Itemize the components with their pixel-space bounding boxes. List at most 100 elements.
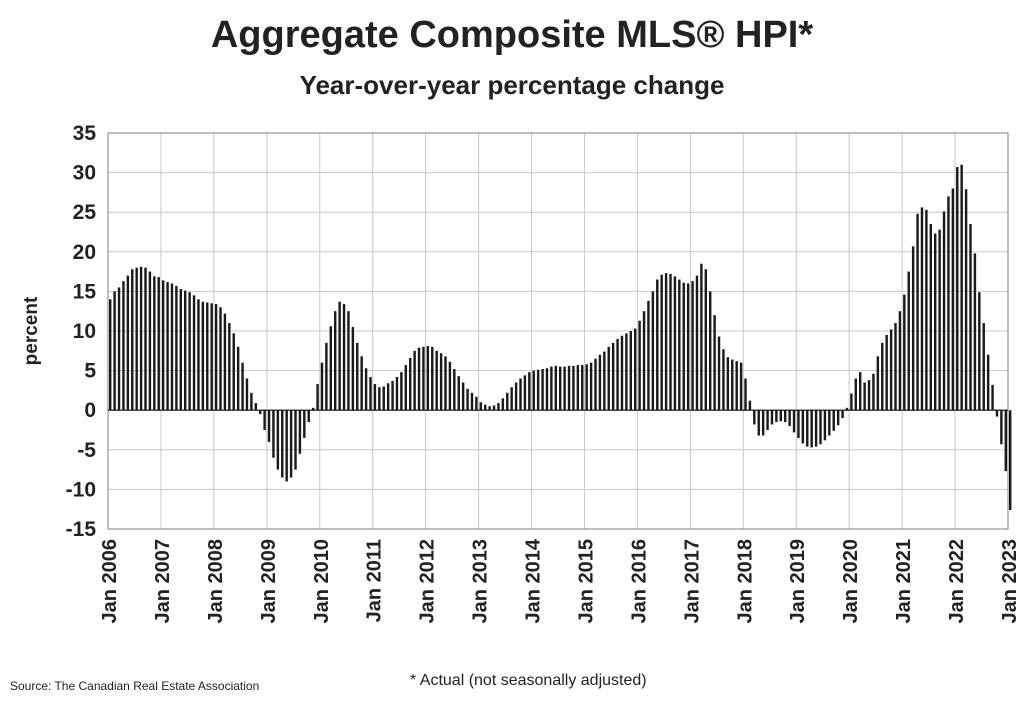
x-tick-label: Jan 2013 bbox=[470, 539, 492, 624]
bar bbox=[506, 392, 509, 411]
bar bbox=[704, 269, 708, 411]
bar bbox=[682, 282, 685, 411]
bar bbox=[157, 277, 160, 411]
y-tick-label: 15 bbox=[73, 280, 97, 303]
bar bbox=[973, 253, 977, 411]
bar bbox=[832, 410, 835, 431]
bar bbox=[382, 386, 385, 411]
x-tick-label: Jan 2006 bbox=[99, 539, 121, 624]
bar bbox=[483, 404, 487, 411]
bar bbox=[254, 403, 258, 411]
bar bbox=[567, 365, 571, 411]
x-tick-label: Jan 2021 bbox=[893, 539, 915, 624]
bar bbox=[911, 246, 915, 411]
bar bbox=[929, 224, 933, 411]
bar bbox=[338, 301, 341, 411]
bar bbox=[426, 346, 430, 411]
bar bbox=[594, 358, 597, 411]
y-axis-label: percent bbox=[21, 296, 42, 365]
bar bbox=[960, 164, 963, 411]
bar bbox=[126, 275, 130, 411]
bar bbox=[329, 326, 333, 411]
bar bbox=[572, 365, 575, 411]
bar bbox=[232, 333, 235, 411]
bar bbox=[488, 406, 491, 411]
bar bbox=[303, 410, 306, 438]
bar bbox=[258, 410, 262, 415]
bar bbox=[276, 410, 280, 470]
bar bbox=[369, 376, 372, 411]
bar bbox=[536, 369, 540, 411]
bar bbox=[311, 407, 315, 411]
bar bbox=[867, 380, 871, 411]
y-tick-label: 5 bbox=[84, 360, 96, 383]
x-tick-label: Jan 2015 bbox=[575, 539, 597, 624]
bar bbox=[422, 346, 425, 411]
bar bbox=[673, 276, 677, 411]
bar bbox=[761, 410, 765, 436]
bar bbox=[660, 274, 663, 411]
bar bbox=[408, 357, 412, 411]
bar bbox=[845, 407, 849, 411]
bar bbox=[836, 410, 840, 426]
bar bbox=[289, 410, 293, 478]
bar bbox=[889, 329, 893, 411]
bar bbox=[735, 361, 738, 411]
bar bbox=[814, 410, 818, 447]
chart-subtitle: Year-over-year percentage change bbox=[299, 70, 725, 100]
bar bbox=[1004, 410, 1008, 472]
bar bbox=[117, 287, 121, 411]
x-tick-label: Jan 2014 bbox=[523, 538, 545, 623]
bar bbox=[206, 302, 209, 411]
y-tick-label: 30 bbox=[73, 162, 96, 185]
bar bbox=[819, 410, 822, 445]
chart-title: Aggregate Composite MLS® HPI* bbox=[210, 14, 814, 56]
bar bbox=[876, 356, 880, 411]
x-tick-label: Jan 2016 bbox=[628, 539, 650, 624]
bar bbox=[717, 336, 721, 411]
bar bbox=[250, 392, 253, 411]
bar bbox=[642, 311, 646, 411]
bar bbox=[391, 380, 394, 411]
bar bbox=[881, 342, 884, 411]
bar bbox=[611, 342, 615, 411]
bar bbox=[316, 384, 319, 411]
bar bbox=[444, 356, 447, 411]
bar bbox=[170, 283, 174, 411]
bar bbox=[113, 291, 116, 411]
bar bbox=[589, 362, 593, 411]
bar bbox=[995, 410, 999, 417]
bar bbox=[554, 365, 558, 411]
bar bbox=[753, 410, 756, 425]
bar bbox=[461, 382, 465, 411]
bar bbox=[166, 281, 169, 411]
bar bbox=[563, 366, 566, 411]
bar bbox=[188, 292, 191, 411]
bar bbox=[131, 269, 134, 411]
bar bbox=[219, 307, 222, 411]
bar bbox=[850, 393, 853, 411]
bar bbox=[739, 362, 743, 411]
bar bbox=[108, 299, 112, 411]
bar bbox=[351, 327, 355, 411]
bar bbox=[263, 410, 266, 430]
bar bbox=[898, 311, 902, 411]
bar bbox=[431, 346, 434, 411]
x-tick-label: Jan 2012 bbox=[417, 539, 439, 624]
bar bbox=[625, 333, 628, 411]
bar bbox=[1008, 410, 1012, 510]
bar bbox=[139, 266, 143, 411]
bar bbox=[801, 410, 805, 444]
bar bbox=[479, 402, 483, 411]
bar bbox=[978, 292, 981, 411]
x-tick-label: Jan 2009 bbox=[258, 539, 280, 624]
y-tick-label: -10 bbox=[66, 478, 96, 501]
bar bbox=[664, 273, 668, 411]
bar bbox=[550, 366, 553, 411]
bar bbox=[448, 361, 452, 411]
bar bbox=[629, 331, 633, 411]
bar bbox=[951, 188, 955, 411]
bar bbox=[528, 372, 531, 411]
y-tick-label: 25 bbox=[73, 201, 97, 224]
